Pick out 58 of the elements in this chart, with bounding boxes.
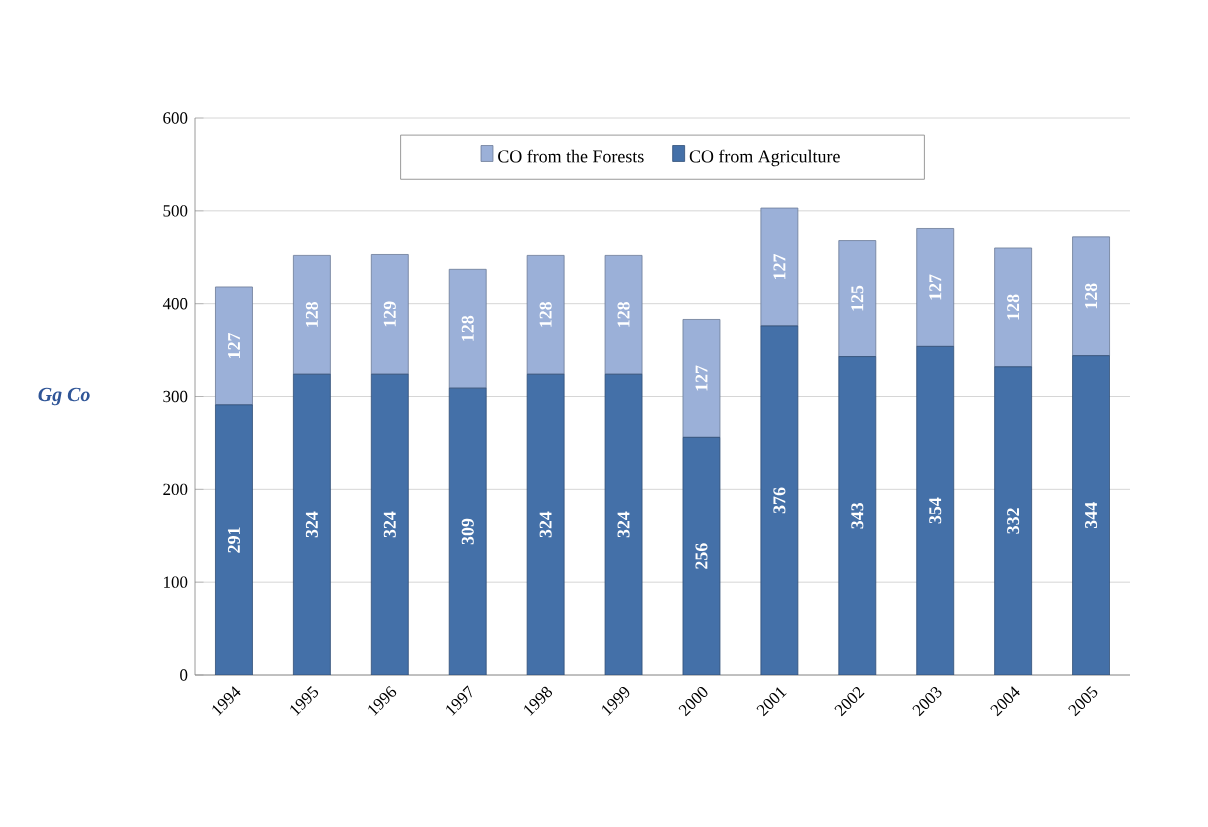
- bar: [916, 228, 955, 347]
- bar: [604, 373, 643, 675]
- bar: [682, 436, 721, 675]
- data-label: 324: [305, 511, 318, 538]
- bar: [604, 255, 643, 375]
- data-label: 127: [929, 274, 942, 300]
- bar: [838, 356, 877, 675]
- data-label: 127: [773, 253, 786, 280]
- y-tick-label: 200: [163, 483, 188, 496]
- bar: [1072, 355, 1110, 675]
- data-label: 128: [461, 315, 474, 341]
- data-label: 324: [539, 511, 552, 538]
- data-label: 128: [617, 301, 630, 327]
- data-label: 128: [1084, 283, 1098, 309]
- bar: [838, 240, 877, 357]
- bar: [370, 373, 409, 675]
- legend-label: CO from Agriculture: [689, 149, 840, 167]
- data-label: 129: [383, 301, 396, 327]
- y-tick-label: 300: [163, 390, 188, 403]
- bar: [682, 319, 721, 438]
- bar: [448, 387, 487, 675]
- bar: [215, 286, 253, 406]
- bar: [215, 404, 253, 675]
- bar: [916, 345, 955, 675]
- data-label: 332: [1007, 508, 1020, 534]
- data-label: 343: [851, 502, 864, 529]
- data-label: 291: [227, 527, 240, 553]
- data-label: 128: [1007, 294, 1020, 320]
- data-label: 128: [539, 301, 552, 327]
- bar: [370, 254, 409, 375]
- data-label: 256: [695, 543, 708, 569]
- y-axis-title: Gg Co: [38, 387, 90, 406]
- legend-label: CO from the Forests: [498, 149, 644, 163]
- bar: [760, 325, 799, 675]
- data-label: 128: [305, 301, 318, 327]
- y-tick-label: 500: [163, 205, 188, 217]
- data-label: 354: [929, 497, 942, 524]
- bar: [526, 255, 565, 375]
- data-label: 309: [461, 518, 474, 545]
- data-label: 127: [695, 365, 708, 391]
- y-tick-label: 600: [163, 112, 188, 124]
- bar: [994, 366, 1033, 675]
- data-label: 324: [617, 511, 630, 538]
- y-tick-label: 0: [180, 669, 188, 681]
- bar: [526, 373, 565, 675]
- data-label: 127: [228, 332, 240, 358]
- bar: [448, 268, 487, 389]
- data-label: 344: [1085, 502, 1098, 529]
- bar: [292, 255, 331, 375]
- bar: [292, 373, 331, 675]
- bar: [760, 207, 799, 327]
- y-tick-label: 400: [162, 297, 188, 310]
- bar: [1072, 236, 1110, 357]
- data-label: 324: [383, 511, 396, 538]
- y-tick-label: 100: [164, 576, 188, 588]
- data-label: 376: [773, 487, 786, 514]
- data-label: 125: [851, 285, 864, 311]
- bar: [994, 247, 1033, 368]
